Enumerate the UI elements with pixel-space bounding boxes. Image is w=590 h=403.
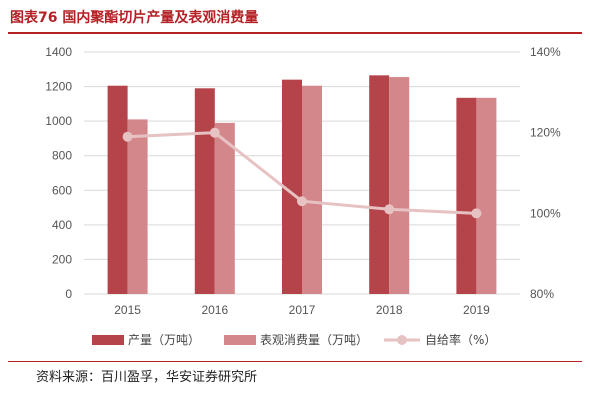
bar-consumption <box>302 85 322 294</box>
ratio-point <box>209 127 220 138</box>
y-left-tick-label: 600 <box>52 183 72 197</box>
x-tick-label: 2019 <box>463 303 490 317</box>
chart-title: 图表76 国内聚酯切片产量及表观消费量 <box>10 10 259 26</box>
source-note: 资料来源：百川盈孚，华安证券研究所 <box>36 370 258 385</box>
y-right-tick-label: 100% <box>530 206 561 220</box>
y-left-tick-label: 1000 <box>45 114 72 128</box>
y-left-tick-label: 0 <box>65 287 72 301</box>
y-left-tick-label: 200 <box>52 252 72 266</box>
ratio-point <box>471 208 482 219</box>
ratio-point <box>384 204 395 215</box>
bar-production <box>369 75 390 294</box>
y-left-tick-label: 400 <box>52 218 72 232</box>
x-tick-label: 2017 <box>289 303 316 317</box>
ratio-point <box>122 131 133 142</box>
x-tick-label: 2015 <box>114 303 141 317</box>
legend-marker-ratio <box>397 335 407 345</box>
legend-label-ratio: 自给率（%） <box>425 332 496 347</box>
ratio-point <box>297 196 307 207</box>
bar-consumption <box>127 119 148 295</box>
bar-consumption <box>214 122 235 294</box>
x-tick-label: 2018 <box>376 303 403 317</box>
y-right-tick-label: 80% <box>530 287 554 301</box>
y-right-tick-label: 120% <box>530 126 561 140</box>
y-left-tick-label: 800 <box>52 149 72 163</box>
x-tick-label: 2016 <box>201 303 228 317</box>
y-left-tick-label: 1200 <box>45 80 72 94</box>
legend-swatch-consumption <box>224 335 256 345</box>
bar-consumption <box>389 77 410 294</box>
bar-production <box>456 97 477 294</box>
bar-production <box>282 79 302 295</box>
title-divider <box>8 32 582 34</box>
bar-production <box>107 85 128 294</box>
bar-production <box>194 88 215 294</box>
source-divider <box>8 361 582 362</box>
legend-label-production: 产量（万吨） <box>128 333 200 347</box>
legend-swatch-production <box>92 335 124 345</box>
legend-label-consumption: 表观消费量（万吨） <box>260 333 368 347</box>
bar-consumption <box>476 97 497 294</box>
y-left-tick-label: 1400 <box>45 45 72 59</box>
y-right-tick-label: 140% <box>530 45 561 59</box>
